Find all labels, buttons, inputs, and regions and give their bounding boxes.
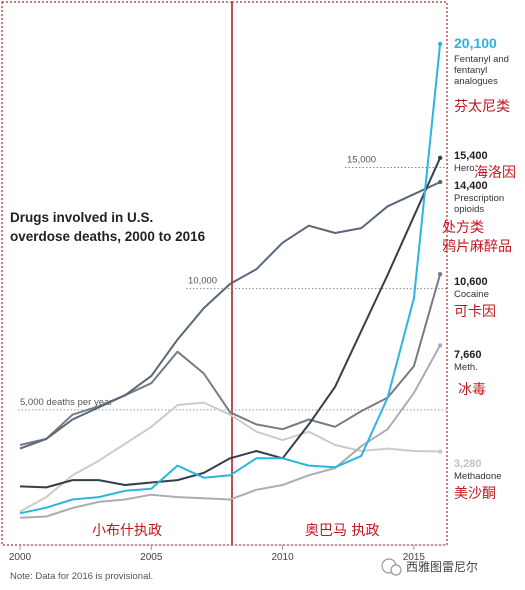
series-end-dot [437, 343, 443, 348]
series-name: Prescription [454, 193, 504, 204]
watermark: 西雅图雷尼尔 [381, 558, 478, 576]
bush-era-box [1, 1, 233, 546]
series-end-value: 10,600 [454, 276, 488, 288]
bush-era-label: 小布什执政 [92, 523, 162, 539]
series-end-value: 14,400 [454, 180, 488, 192]
series-cn-label: 美沙酮 [454, 486, 496, 502]
series-end-value: 7,660 [454, 349, 482, 361]
series-line-fentanyl-and-fentanyl-analogues [19, 43, 442, 515]
series-end-value: 15,400 [454, 150, 488, 162]
series-name: Cocaine [454, 289, 489, 300]
series-end-value: 3,280 [454, 458, 482, 470]
series-end-dot [437, 155, 443, 161]
gridline-label-15000: 15,000 [347, 155, 376, 166]
wechat-icon-bubble [390, 564, 402, 576]
series-name: Methadone [454, 471, 502, 482]
series-name: Hero [454, 163, 475, 174]
series-name: fentanyl [454, 65, 487, 76]
gridline-label-10000: 10,000 [188, 276, 217, 287]
series-cn-label: 可卡因 [454, 304, 496, 320]
series-line-methadone [19, 401, 441, 513]
x-tick-label: 2000 [9, 552, 32, 563]
series-cn-label: 处方类 [442, 220, 484, 236]
series-end-dot [437, 449, 443, 454]
series-cn-label: 冰毒 [458, 382, 486, 398]
series-name: opioids [454, 204, 484, 215]
series-name: analogues [454, 76, 498, 87]
series-name: Fentanyl and [454, 54, 509, 65]
series-cn-label: 鸦片麻醉品 [442, 238, 512, 255]
series-end-dot [437, 271, 443, 277]
series-line-meth [19, 344, 441, 519]
x-tick-label: 2010 [271, 552, 294, 563]
series-cn-label: 芬太尼类 [454, 99, 510, 115]
series-line-heroin [19, 157, 442, 489]
provisional-note: Note: Data for 2016 is provisional. [10, 571, 153, 582]
series-line-cocaine [19, 273, 442, 446]
series-end-value: 20,100 [454, 35, 497, 51]
x-tick-label: 2005 [140, 552, 163, 563]
series-end-dot [437, 41, 443, 47]
watermark-text: 西雅图雷尼尔 [406, 559, 478, 574]
gridline-label-5000: 5,000 deaths per year [20, 397, 112, 408]
series-line-prescription-opioids [19, 181, 441, 450]
series-name: Meth. [454, 362, 478, 373]
series-cn-label: 海洛因 [474, 165, 516, 181]
series-end-dot [437, 179, 443, 185]
chart-title: Drugs involved in U.S. overdose deaths, … [10, 210, 206, 244]
obama-era-label: 奥巴马 执政 [305, 522, 379, 539]
x-tick-label: 2015 [403, 552, 426, 563]
